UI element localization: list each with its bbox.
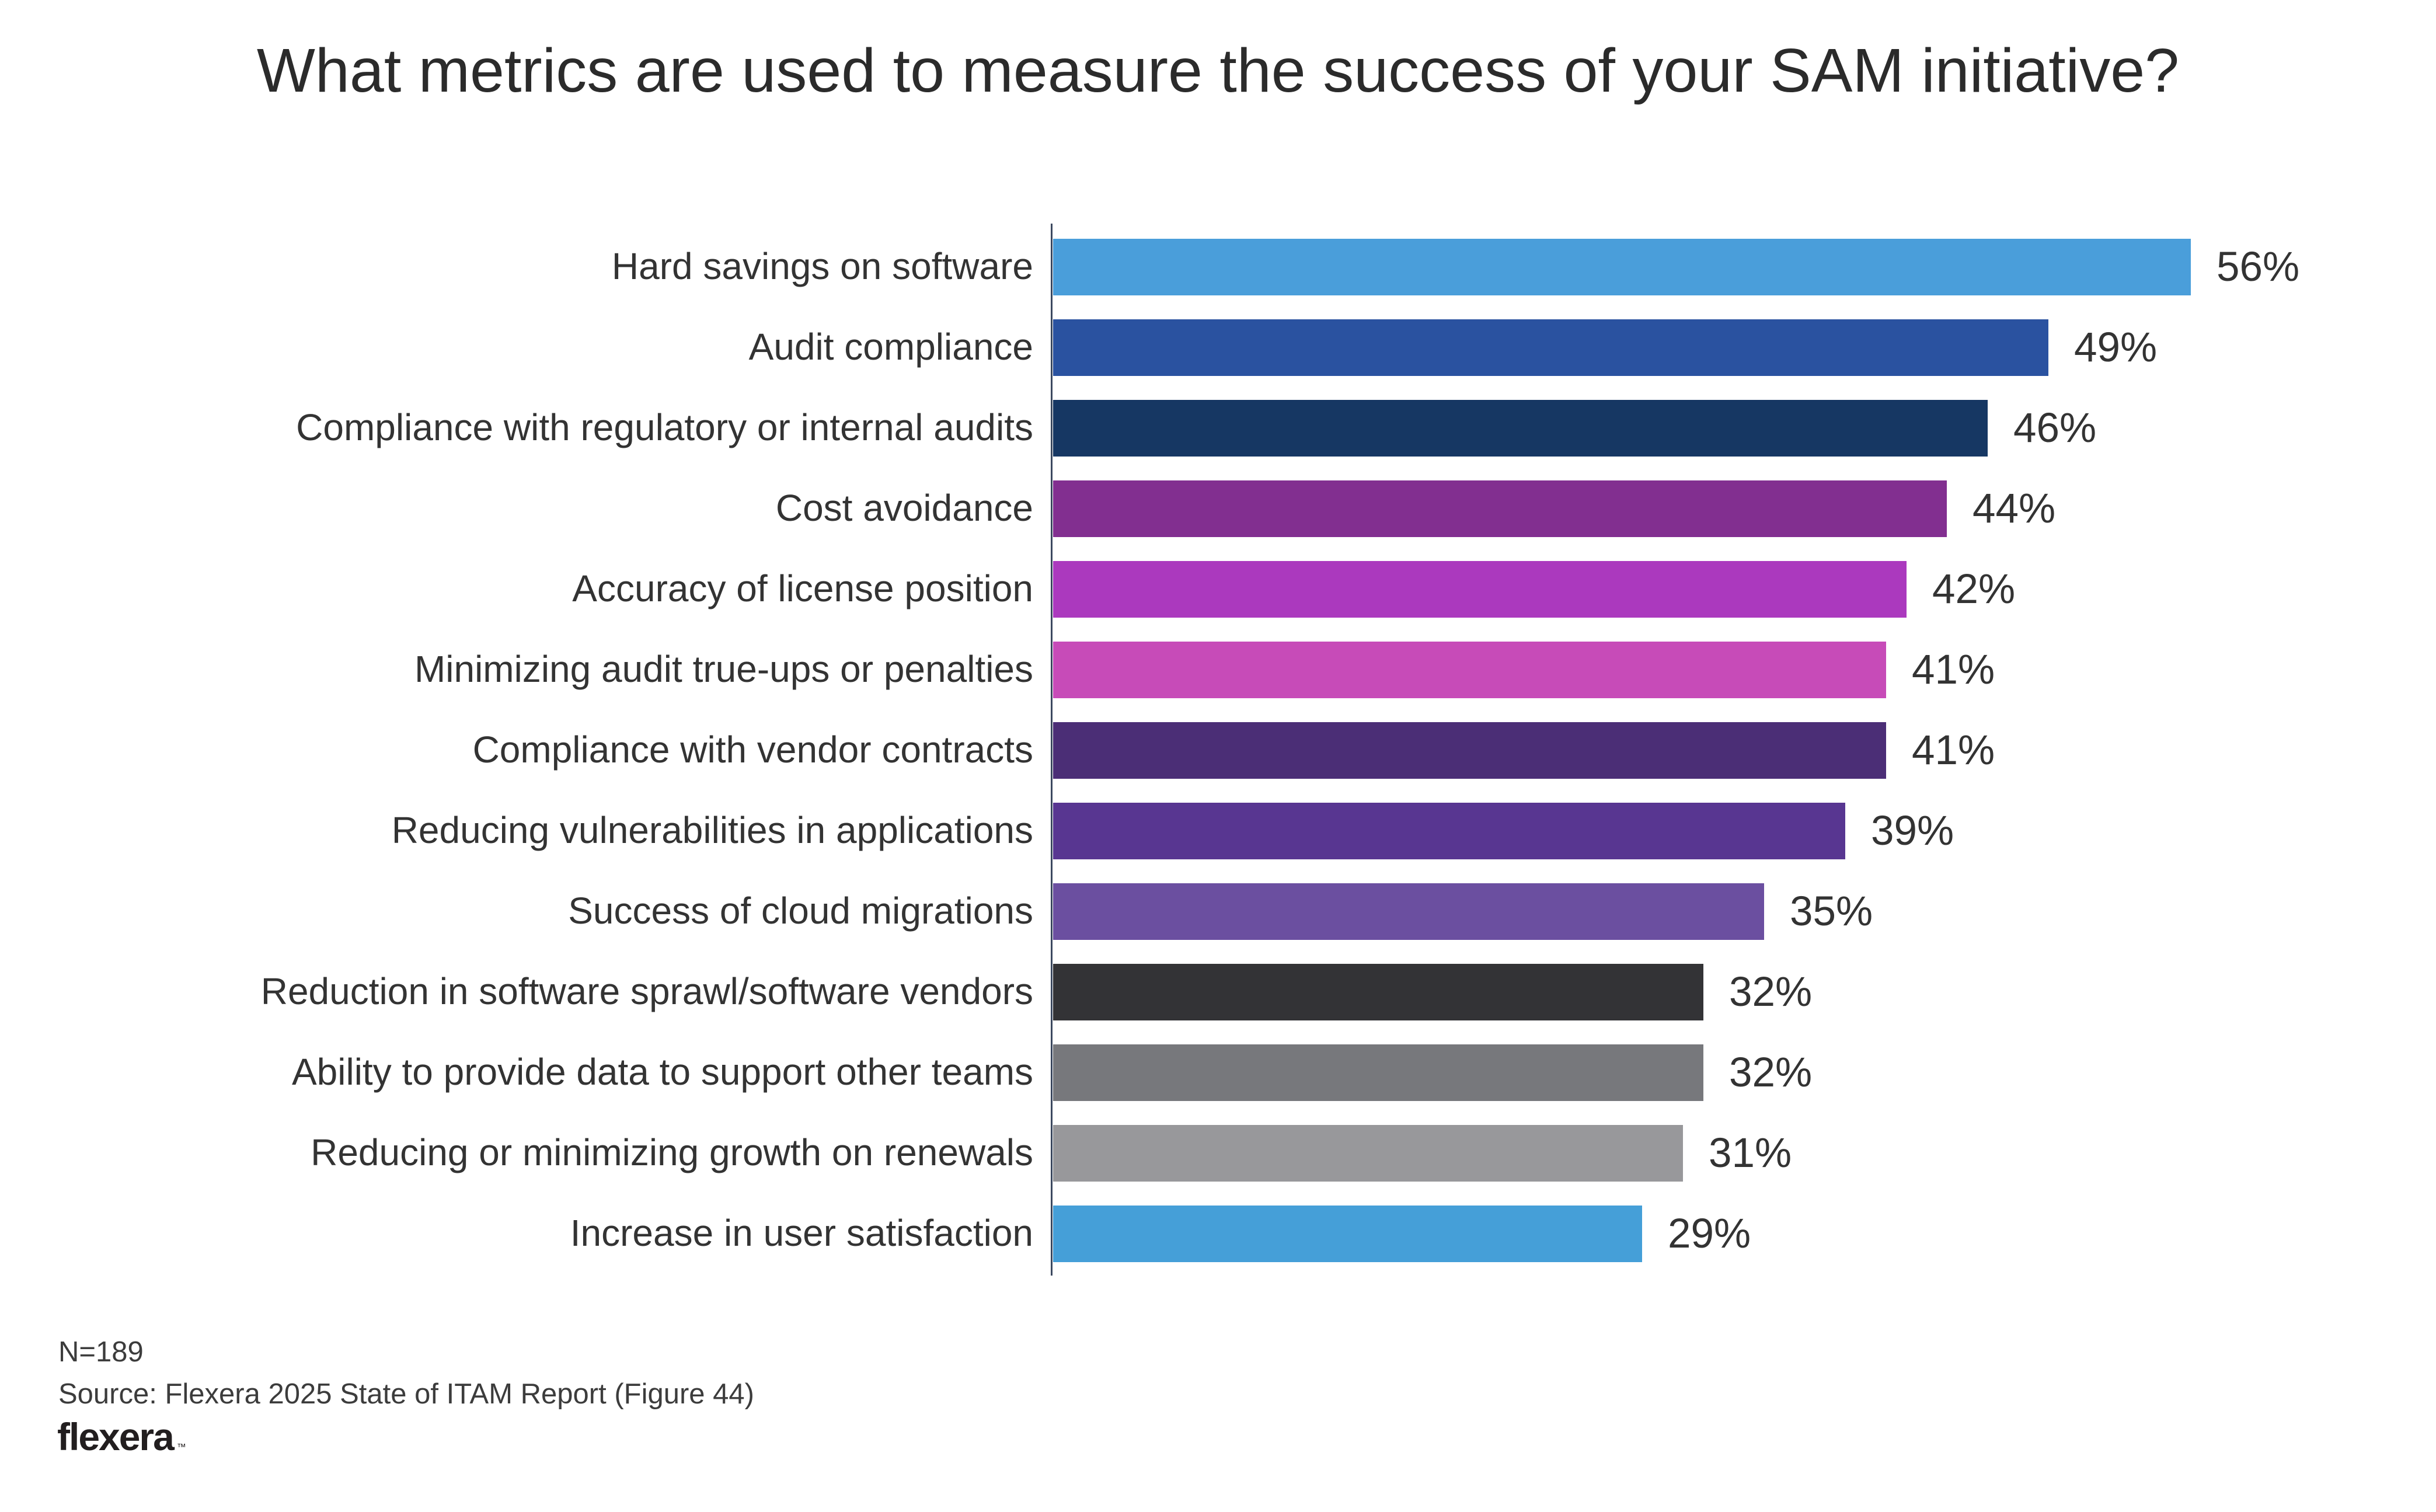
- bar: [1053, 238, 2191, 295]
- bar-row: Audit compliance 49%: [0, 307, 2436, 388]
- value-label: 35%: [1790, 888, 1873, 935]
- bar: [1053, 1124, 1683, 1182]
- category-label: Compliance with vendor contracts: [472, 729, 1033, 771]
- bar: [1053, 802, 1845, 859]
- bar: [1053, 1044, 1703, 1101]
- value-label: 41%: [1912, 646, 1995, 693]
- value-label: 42%: [1932, 566, 2016, 612]
- bar: [1053, 480, 1947, 537]
- category-label: Cost avoidance: [775, 487, 1033, 529]
- bar-area: 44%: [1053, 480, 2055, 537]
- bar-row: Compliance with vendor contracts 41%: [0, 710, 2436, 790]
- bar-row: Minimizing audit true-ups or penalties 41…: [0, 629, 2436, 710]
- bar-row: Reduction in software sprawl/software ve…: [0, 952, 2436, 1032]
- value-label: 32%: [1729, 1049, 1813, 1096]
- bar-area: 31%: [1053, 1124, 1792, 1182]
- bar-area: 46%: [1053, 399, 2097, 457]
- bar-area: 39%: [1053, 802, 1954, 859]
- value-label: 46%: [2013, 405, 2097, 451]
- category-label: Success of cloud migrations: [568, 890, 1033, 932]
- value-label: 29%: [1668, 1210, 1751, 1257]
- bar: [1053, 883, 1764, 940]
- bar-row: Hard savings on software 56%: [0, 227, 2436, 307]
- source-note: Source: Flexera 2025 State of ITAM Repor…: [58, 1378, 754, 1410]
- bar-row: Reducing vulnerabilities in applications…: [0, 790, 2436, 871]
- bar-row: Cost avoidance 44%: [0, 468, 2436, 549]
- category-label: Reducing vulnerabilities in applications: [391, 809, 1033, 852]
- value-label: 39%: [1871, 807, 1954, 854]
- value-label: 31%: [1709, 1130, 1792, 1176]
- category-label: Hard savings on software: [611, 245, 1033, 288]
- bar-area: 35%: [1053, 883, 1873, 940]
- category-label: Compliance with regulatory or internal a…: [296, 406, 1033, 449]
- bar: [1053, 560, 1907, 618]
- bar: [1053, 319, 2048, 376]
- bar-row: Increase in user satisfaction 29%: [0, 1193, 2436, 1274]
- bar-area: 56%: [1053, 238, 2300, 295]
- y-axis-line: [1051, 224, 1053, 1276]
- category-label: Reducing or minimizing growth on renewal…: [311, 1131, 1033, 1174]
- bar-row: Success of cloud migrations 35%: [0, 871, 2436, 952]
- bar-area: 42%: [1053, 560, 2016, 618]
- bar-area: 41%: [1053, 641, 1995, 698]
- bar-area: 32%: [1053, 1044, 1812, 1101]
- category-label: Increase in user satisfaction: [570, 1212, 1033, 1255]
- category-label: Reduction in software sprawl/software ve…: [260, 970, 1033, 1013]
- category-label: Audit compliance: [748, 326, 1033, 368]
- value-label: 49%: [2074, 324, 2158, 371]
- bar: [1053, 722, 1886, 779]
- bar-row: Accuracy of license position 42%: [0, 549, 2436, 629]
- category-label: Accuracy of license position: [572, 567, 1033, 610]
- flexera-logo-text: flexera: [57, 1415, 175, 1458]
- bar-area: 41%: [1053, 722, 1995, 779]
- value-label: 56%: [2217, 243, 2300, 290]
- value-label: 41%: [1912, 727, 1995, 774]
- bar: [1053, 399, 1988, 457]
- bar-area: 32%: [1053, 963, 1813, 1020]
- bar-chart: Hard savings on software 56% Audit complia…: [0, 224, 2436, 1276]
- trademark-mark: ™: [176, 1443, 186, 1452]
- category-label: Ability to provide data to support other…: [291, 1051, 1033, 1093]
- bar-row: Compliance with regulatory or internal a…: [0, 388, 2436, 468]
- flexera-logo: flexera ™: [57, 1417, 186, 1456]
- bar-rows: Hard savings on software 56% Audit complia…: [0, 227, 2436, 1274]
- sample-size: N=189: [58, 1336, 144, 1368]
- value-label: 44%: [1973, 485, 2056, 532]
- bar-row: Ability to provide data to support other…: [0, 1032, 2436, 1113]
- bar: [1053, 641, 1886, 698]
- bar-area: 49%: [1053, 319, 2157, 376]
- value-label: 32%: [1729, 968, 1813, 1015]
- category-label: Minimizing audit true-ups or penalties: [414, 648, 1033, 691]
- bar: [1053, 1205, 1642, 1262]
- bar: [1053, 963, 1703, 1020]
- bar-row: Reducing or minimizing growth on renewal…: [0, 1113, 2436, 1193]
- bar-area: 29%: [1053, 1205, 1751, 1262]
- chart-title: What metrics are used to measure the suc…: [256, 36, 2180, 105]
